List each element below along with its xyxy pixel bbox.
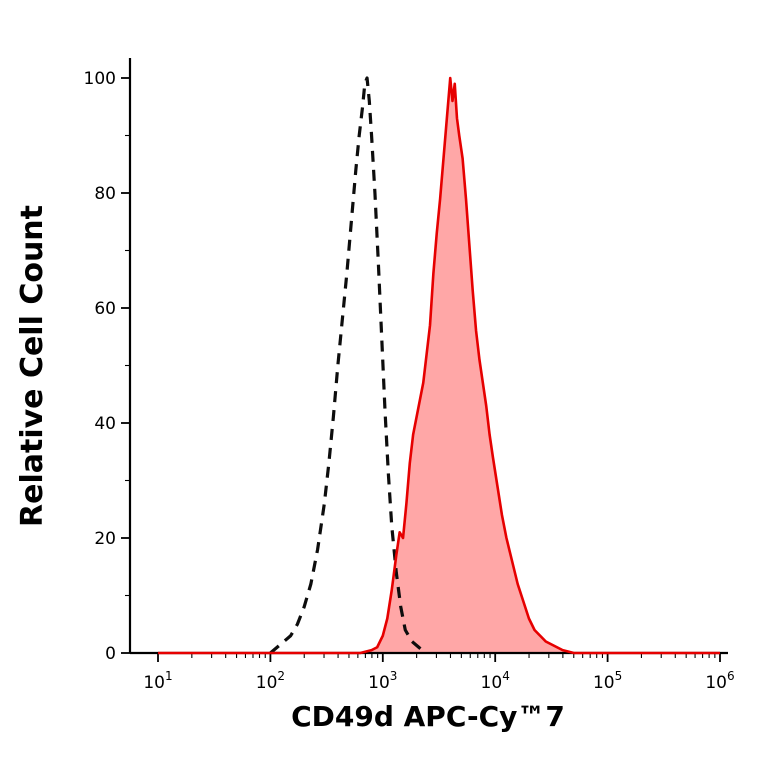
y-axis-label: Relative Cell Count: [15, 205, 50, 527]
x-tick-label: 101: [143, 669, 172, 693]
x-axis-label: CD49d APC-Cy™7: [291, 700, 565, 733]
x-tick-label: 103: [368, 669, 397, 693]
plot-area: 101 102 103 104 105 106 0 20 40 60 80 100: [84, 58, 735, 693]
series-line-cd49d-apc-cy7-stained-sample: [158, 76, 720, 655]
x-tick-label: 104: [481, 669, 510, 693]
x-tick-label: 105: [593, 669, 622, 693]
y-tick-label: 40: [94, 414, 116, 434]
y-tick-label: 20: [94, 529, 116, 549]
x-tick-label: 102: [256, 669, 285, 693]
y-tick-label: 80: [94, 184, 116, 204]
x-tick-label: 106: [705, 669, 734, 693]
y-tick-label: 0: [105, 644, 116, 664]
y-tick-label: 60: [94, 299, 116, 319]
series-line-isotype-control: [269, 76, 427, 655]
y-tick-label: 100: [84, 69, 116, 89]
series-fill-cd49d-apc-cy7-stained-sample: [158, 78, 720, 653]
